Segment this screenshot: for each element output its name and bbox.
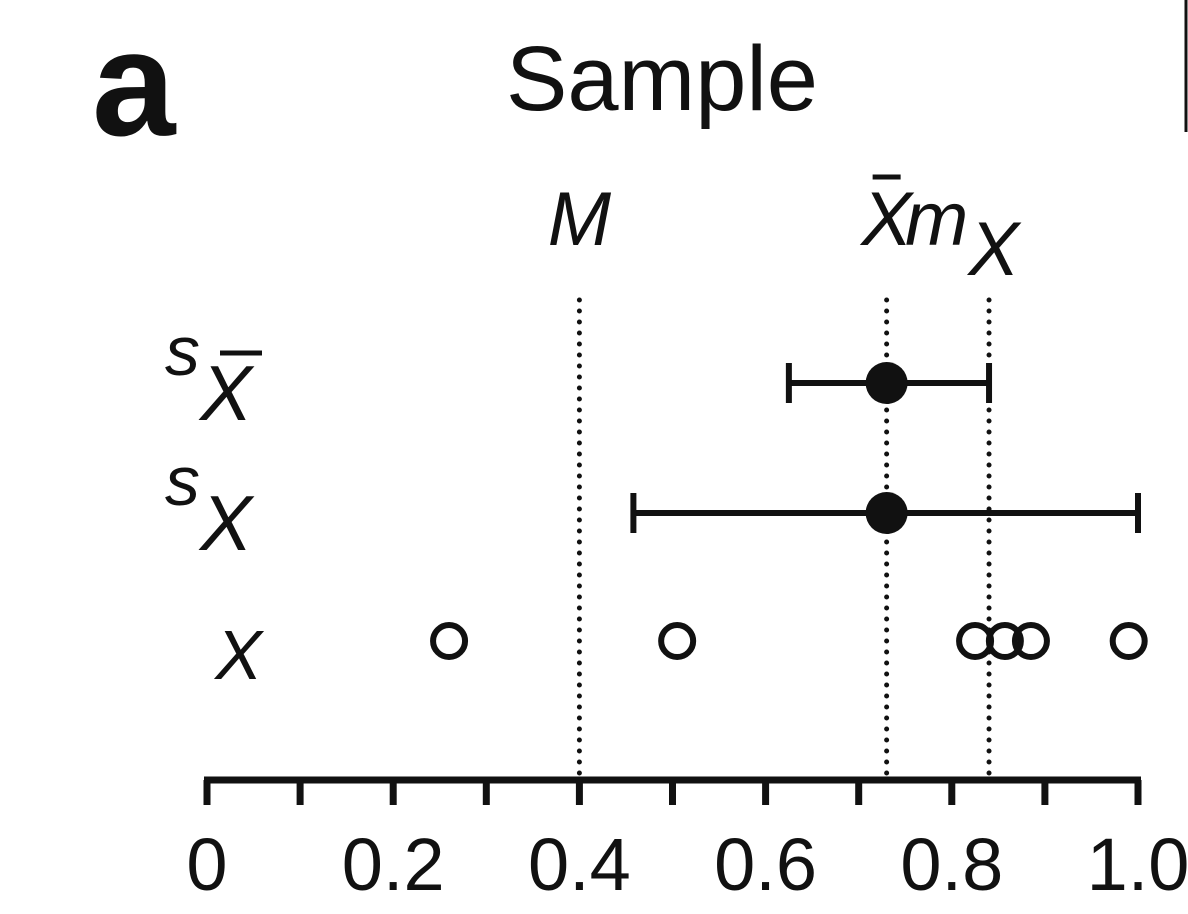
x-tick-label: 1.0 (1087, 823, 1188, 906)
x-tick-label: 0.4 (528, 823, 631, 906)
reference-label: mX (905, 177, 1022, 292)
observation-point (430, 622, 469, 660)
row-label: sX (165, 442, 255, 567)
observation-point (1011, 622, 1050, 660)
x-axis: 0 0.2 0.4 0.6 0.8 1.0 (186, 776, 1188, 906)
row-label-subscript: X (198, 349, 255, 437)
x-tick-label: 0.6 (714, 823, 817, 906)
observation-point (1109, 622, 1148, 660)
observation-point (985, 622, 1024, 660)
row-label: X (213, 616, 264, 694)
reference-label: M (548, 177, 612, 262)
x-tick-label: 0.8 (900, 823, 1003, 906)
reference-lines: M XmX (548, 174, 1022, 783)
x-tick-label: 0 (186, 823, 227, 906)
chart-title: Sample (506, 28, 818, 130)
mean-point (865, 362, 908, 404)
reference-label-subscript: X (966, 207, 1022, 292)
row-label: sX (165, 312, 255, 437)
observation-point (658, 622, 697, 660)
x-tick-label: 0.2 (342, 823, 445, 906)
panel-letter: a (92, 0, 177, 167)
mean-point (865, 492, 908, 534)
reference-label: X (859, 177, 915, 262)
row-label-subscript: X (198, 479, 255, 567)
